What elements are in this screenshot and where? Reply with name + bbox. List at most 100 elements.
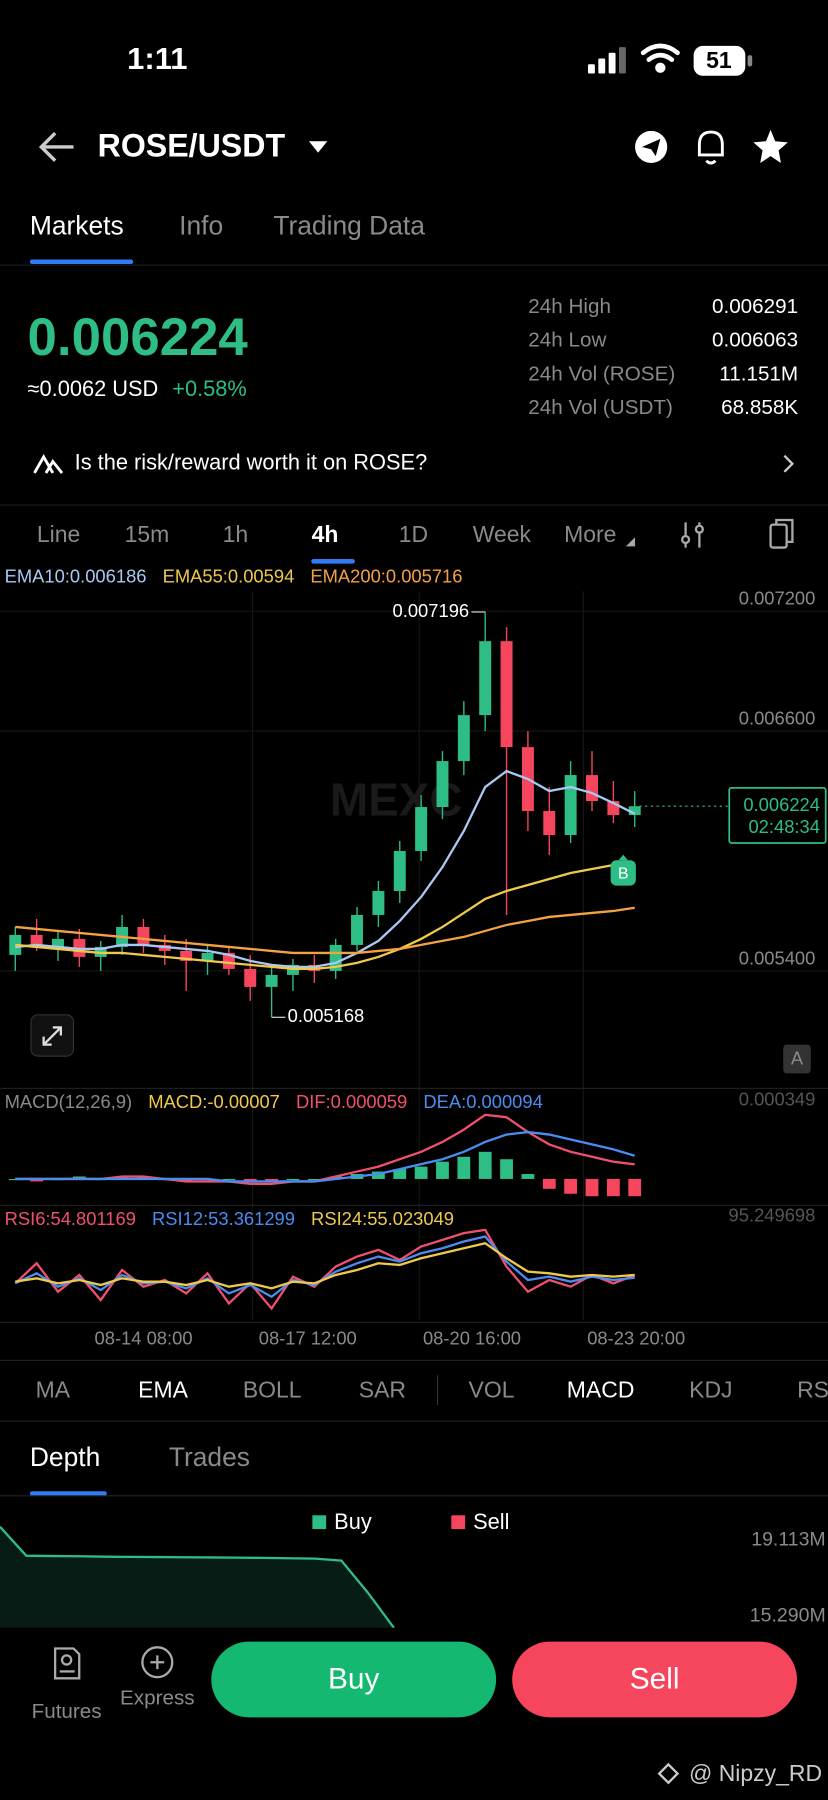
buy-button[interactable] [211, 1641, 497, 1718]
sell-label[interactable]: Sell [630, 1663, 680, 1696]
tab[interactable]: Markets [30, 210, 124, 240]
tab[interactable]: Trading Data [273, 210, 425, 240]
futures-label[interactable]: Futures [32, 1700, 102, 1723]
copy-icon[interactable] [769, 518, 794, 549]
indicator-line [15, 906, 635, 955]
y-tick-label: 15.290M [750, 1604, 826, 1626]
interval-tab[interactable]: 1D [399, 521, 428, 547]
legend-entry: DIF:0.000059 [296, 1091, 407, 1112]
macd-bar [115, 1176, 129, 1179]
stat-value: 68.858K [721, 396, 798, 419]
alert-button[interactable] [697, 130, 724, 165]
share-button[interactable] [635, 130, 668, 164]
interval-underline [311, 559, 355, 564]
macd-bar [606, 1178, 620, 1197]
indicator-line [15, 769, 636, 969]
legend-swatch [312, 1515, 327, 1530]
depth-area [0, 1526, 394, 1628]
macd-bar [329, 1176, 343, 1179]
wifi-icon [640, 43, 680, 73]
pair-dropdown[interactable] [308, 141, 328, 153]
macd-bar [414, 1166, 428, 1179]
settings-icon[interactable] [681, 522, 704, 548]
watermark-icon [657, 1762, 680, 1785]
candle-body [222, 952, 235, 969]
buy-marker-tip [618, 854, 628, 861]
price-box-value: 0.006224 [743, 794, 820, 815]
watermark: @ Nipzy_RD [689, 1760, 822, 1786]
macd-bar [585, 1178, 599, 1197]
depth-line [0, 1525, 395, 1629]
stat-label: 24h Low [528, 329, 606, 352]
price-box [728, 787, 827, 844]
interval-tab[interactable]: 1h [223, 521, 249, 547]
express-label[interactable]: Express [120, 1686, 195, 1709]
interval-tab[interactable]: 15m [125, 521, 170, 547]
macd-bar [222, 1178, 236, 1181]
indicator-line [15, 1241, 635, 1290]
stat-label: 24h High [528, 295, 611, 318]
expand-button[interactable] [30, 1014, 75, 1057]
candle-body [543, 811, 556, 836]
legend-entry: Buy [334, 1509, 372, 1534]
macd-bar [371, 1171, 385, 1179]
indicator-tab[interactable]: EMA [138, 1376, 188, 1402]
buy-marker-label[interactable]: B [618, 864, 629, 882]
candle-body [30, 934, 43, 947]
buy-marker[interactable] [610, 860, 636, 886]
tab[interactable]: Info [179, 210, 223, 240]
x-tick-label: 08-14 08:00 [95, 1328, 193, 1349]
scale-button-bg[interactable] [783, 1044, 811, 1074]
interval-tab[interactable]: Week [473, 521, 532, 547]
y-tick-label: 0.007200 [739, 588, 816, 609]
sell-button[interactable] [512, 1641, 797, 1718]
stat-label: 24h Vol (ROSE) [528, 362, 675, 385]
interval-tab[interactable]: More [564, 521, 616, 547]
indicator-tab[interactable]: KDJ [689, 1376, 732, 1402]
candle-body [500, 641, 513, 748]
legend-entry: MACD:-0.00007 [148, 1091, 280, 1112]
status-time: 1:11 [127, 41, 187, 76]
banner-text[interactable]: Is the risk/reward worth it on ROSE? [75, 450, 428, 475]
macd-bar [457, 1156, 471, 1179]
banner-chevron[interactable] [783, 454, 795, 473]
pair-title[interactable]: ROSE/USDT [98, 128, 286, 164]
book-tab[interactable]: Trades [169, 1442, 250, 1472]
candle-body [586, 775, 598, 802]
book-tab[interactable]: Depth [30, 1442, 100, 1472]
x-tick-label: 08-23 20:00 [587, 1328, 685, 1349]
interval-tab[interactable]: Line [37, 521, 80, 547]
indicator-line [14, 1228, 636, 1311]
scale-button[interactable]: A [791, 1047, 804, 1068]
signal-icon [587, 47, 626, 74]
buy-label[interactable]: Buy [328, 1663, 380, 1696]
macd-bar [542, 1178, 556, 1189]
macd-bar [243, 1178, 257, 1182]
indicator-tab[interactable]: RS [797, 1376, 828, 1402]
x-tick-label: 08-20 16:00 [423, 1328, 521, 1349]
high-label: 0.007196 [393, 600, 470, 621]
candle-body [479, 641, 492, 716]
macd-bar [436, 1161, 449, 1179]
tab-underline [29, 259, 134, 265]
indicator-tab[interactable]: BOLL [243, 1376, 302, 1402]
back-button[interactable] [38, 131, 74, 162]
indicator-tab[interactable]: MA [36, 1376, 71, 1402]
indicator-tab[interactable]: MACD [567, 1376, 635, 1402]
futures-icon[interactable] [53, 1647, 81, 1680]
y-tick-label: 0.005400 [739, 947, 816, 968]
candle-body [415, 807, 428, 852]
candle-body [351, 914, 364, 945]
indicator-line [15, 861, 635, 971]
candle-body [52, 938, 64, 947]
express-icon[interactable] [141, 1646, 174, 1679]
indicator-tab[interactable]: VOL [469, 1376, 515, 1402]
indicator-tab[interactable]: SAR [359, 1376, 406, 1402]
countdown: 02:48:34 [748, 816, 819, 837]
macd-bar [179, 1178, 193, 1182]
stat-value: 0.006063 [712, 329, 798, 352]
favorite-button[interactable] [753, 129, 788, 164]
legend-entry: Sell [473, 1509, 509, 1534]
interval-tab[interactable]: 4h [312, 521, 339, 547]
